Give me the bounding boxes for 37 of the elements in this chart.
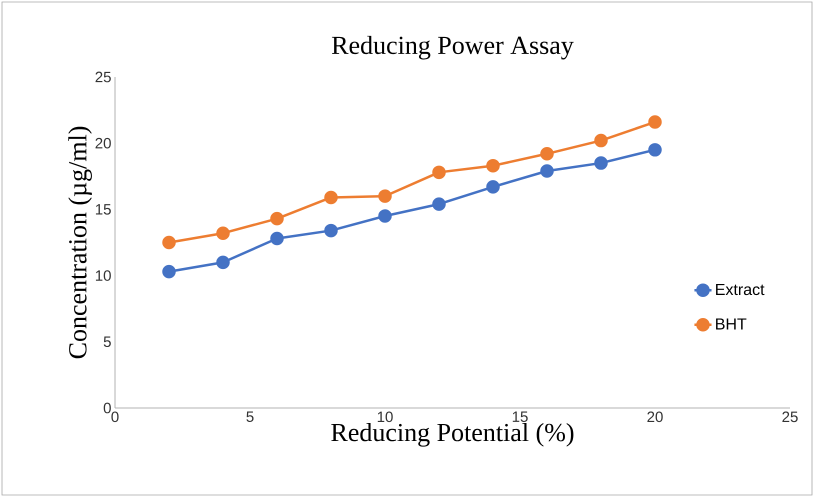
- chart-title: Reducing Power Assay: [332, 36, 574, 60]
- point: [270, 232, 284, 246]
- y-axis-title: Concentration (µg/ml): [68, 126, 92, 358]
- point: [216, 226, 230, 240]
- x-tick-label: 25: [782, 412, 798, 422]
- point: [432, 166, 446, 180]
- legend-label: Extract: [716, 284, 764, 296]
- x-axis-title: Reducing Potential (%): [331, 423, 574, 447]
- x-tick-label: 15: [512, 412, 528, 422]
- y-tick-label: 5: [104, 336, 111, 348]
- point: [540, 147, 554, 161]
- point: [270, 212, 284, 226]
- y-tick-label: 25: [96, 72, 111, 82]
- y-tick-label: 10: [96, 270, 111, 281]
- x-tick-label: 0: [111, 412, 119, 422]
- point: [594, 156, 608, 170]
- x-tick-label: 10: [378, 412, 393, 422]
- y-tick-label: 15: [96, 204, 111, 215]
- point: [378, 209, 392, 223]
- legend-label: BHT: [716, 318, 746, 330]
- point: [216, 256, 230, 270]
- y-tick-label: 0: [104, 402, 111, 414]
- point: [378, 189, 392, 203]
- point: [486, 180, 500, 194]
- point: [648, 143, 662, 157]
- point: [324, 190, 338, 204]
- x-tick-label: 20: [647, 412, 663, 422]
- point: [162, 236, 176, 250]
- point: [432, 197, 446, 211]
- point: [540, 164, 554, 178]
- x-tick-label: 5: [246, 412, 254, 422]
- point: [486, 158, 500, 172]
- point: [648, 115, 662, 129]
- point: [162, 264, 176, 278]
- point: [594, 134, 608, 148]
- y-tick-label: 20: [96, 138, 111, 148]
- point: [324, 224, 338, 238]
